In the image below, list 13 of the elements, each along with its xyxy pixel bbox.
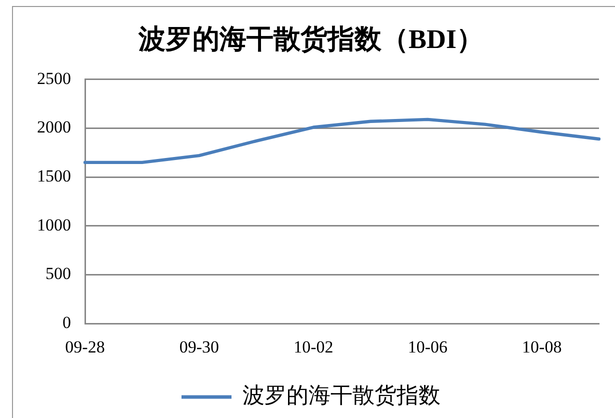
y-tick-label: 2500 xyxy=(37,68,71,88)
x-tick-label: 10-02 xyxy=(294,337,334,356)
x-tick-label: 10-08 xyxy=(522,337,562,356)
y-tick-label: 500 xyxy=(46,264,71,284)
chart-title: 波罗的海干散货指数（BDI） xyxy=(137,24,484,54)
y-tick-label: 1500 xyxy=(37,166,71,186)
x-tick-label: 09-30 xyxy=(179,337,220,356)
x-tick-label: 10-06 xyxy=(408,337,448,356)
y-tick-label: 0 xyxy=(62,313,71,332)
legend-label: 波罗的海干散货指数 xyxy=(242,384,440,409)
x-tick-label: 09-28 xyxy=(65,337,105,356)
y-tick-label: 2000 xyxy=(37,118,71,137)
y-tick-label: 1000 xyxy=(37,215,71,234)
